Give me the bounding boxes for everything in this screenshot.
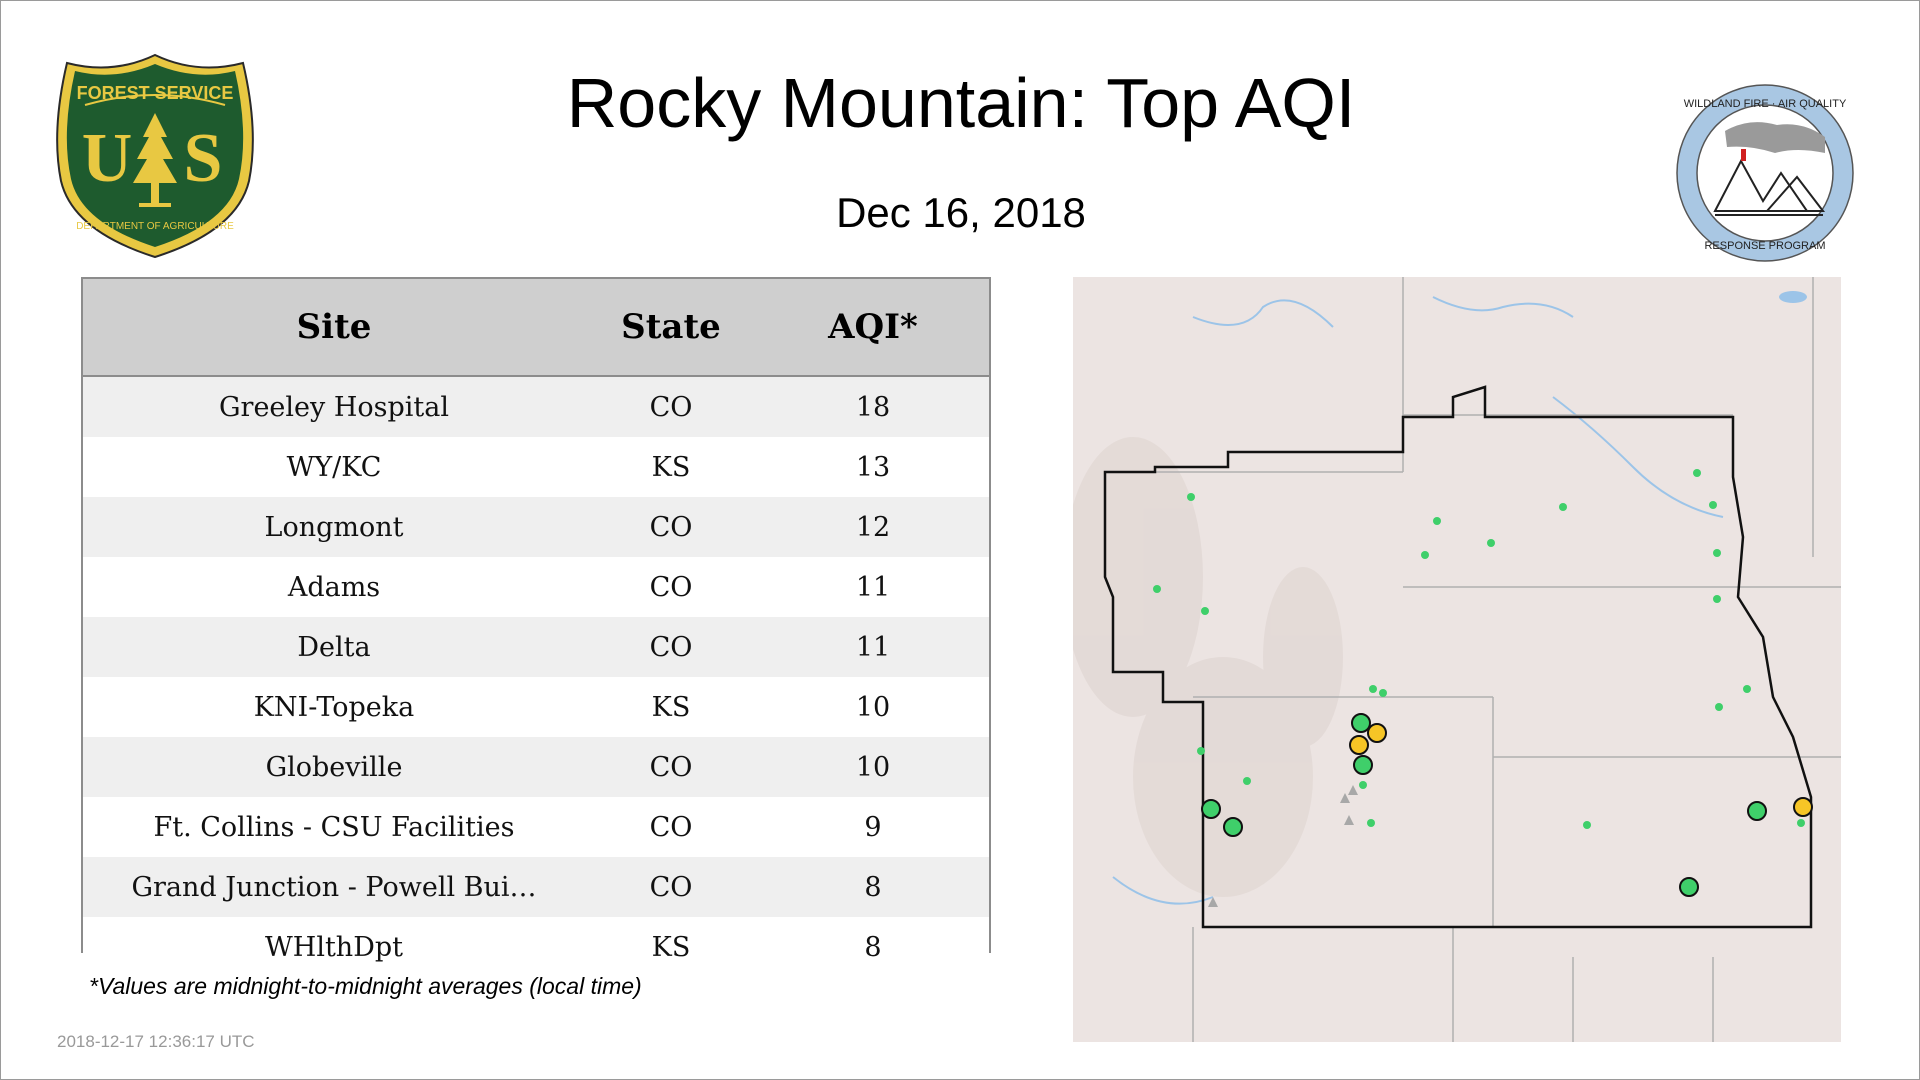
timestamp: 2018-12-17 12:36:17 UTC [57,1032,255,1051]
aqi-moderate-markers [1349,723,1813,817]
rocky-mountain-region-map [1073,277,1841,1042]
aqi-marker-good [1679,877,1699,897]
aqi-cell: 8 [757,857,989,917]
table-row: Globeville CO 10 [83,737,989,797]
state-cell: CO [585,617,757,677]
footnote: *Values are midnight-to-midnight average… [89,973,642,999]
table-row: Longmont CO 12 [83,497,989,557]
state-cell: CO [585,857,757,917]
aqi-marker-moderate [1367,723,1387,743]
map-background [1073,277,1841,1042]
pine-tree-icon [133,113,177,207]
aqi-cell: 10 [757,677,989,737]
aqi-marker-moderate [1793,797,1813,817]
site-cell: WY/KC [83,437,585,497]
seal-top-text: WILDLAND FIRE · AIR QUALITY [1684,98,1847,110]
state-cell: KS [585,677,757,737]
aqi-cell: 18 [757,376,989,437]
table-row: Grand Junction - Powell Bui… CO 8 [83,857,989,917]
state-cell: CO [585,557,757,617]
wildland-fire-air-quality-seal-icon: WILDLAND FIRE · AIR QUALITY RESPONSE PRO… [1676,84,1854,262]
report-date: Dec 16, 2018 [836,189,1086,236]
aqi-marker-good [1223,817,1243,837]
state-cell: KS [585,437,757,497]
shield-top-text: FOREST SERVICE [77,83,234,103]
shield-bottom-text: DEPARTMENT OF AGRICULTURE [76,221,234,232]
table-row: Ft. Collins - CSU Facilities CO 9 [83,797,989,857]
aqi-cell: 9 [757,797,989,857]
aqi-good-markers [1201,713,1767,897]
table-row: WHlthDpt KS 8 [83,917,989,977]
shield-letter-u: U [82,120,133,197]
column-header-aqi: AQI* [757,279,989,377]
column-header-site: Site [83,279,585,377]
missing-data-markers [1208,785,1358,907]
site-cell: Delta [83,617,585,677]
aqi-marker-good [1351,713,1371,733]
aqi-marker-moderate [1349,735,1369,755]
site-cell: WHlthDpt [83,917,585,977]
state-cell: KS [585,917,757,977]
forest-service-shield-icon: FOREST SERVICE U S DEPARTMENT OF AGRICUL… [56,53,254,259]
aqi-marker-good [1353,755,1373,775]
site-cell: KNI-Topeka [83,677,585,737]
aqi-cell: 10 [757,737,989,797]
state-cell: CO [585,797,757,857]
table-row: KNI-Topeka KS 10 [83,677,989,737]
site-cell: Globeville [83,737,585,797]
state-cell: CO [585,737,757,797]
shield-letter-s: S [184,120,223,197]
aqi-cell: 13 [757,437,989,497]
table-row: Adams CO 11 [83,557,989,617]
aqi-cell: 8 [757,917,989,977]
seal-bottom-text: RESPONSE PROGRAM [1704,240,1825,252]
aqi-cell: 11 [757,617,989,677]
aqi-cell: 12 [757,497,989,557]
lake [1779,291,1807,303]
site-cell: Adams [83,557,585,617]
table-row: Greeley Hospital CO 18 [83,376,989,437]
column-header-state: State [585,279,757,377]
state-lines [1105,277,1841,1042]
site-cell: Greeley Hospital [83,376,585,437]
state-cell: CO [585,497,757,557]
page-title: Rocky Mountain: Top AQI [566,64,1356,142]
site-cell: Grand Junction - Powell Bui… [83,857,585,917]
table-header-row: Site State AQI* [83,279,989,377]
table-row: WY/KC KS 13 [83,437,989,497]
state-cell: CO [585,376,757,437]
terrain-shading [1073,437,1343,897]
aqi-marker-good [1747,801,1767,821]
aqi-cell: 11 [757,557,989,617]
aqi-table: Site State AQI* Greeley Hospital CO 18 W… [81,277,991,977]
small-site-markers [1153,469,1805,829]
site-cell: Ft. Collins - CSU Facilities [83,797,585,857]
site-cell: Longmont [83,497,585,557]
region-outline [1103,385,1813,929]
aqi-marker-good [1201,799,1221,819]
table-row: Delta CO 11 [83,617,989,677]
